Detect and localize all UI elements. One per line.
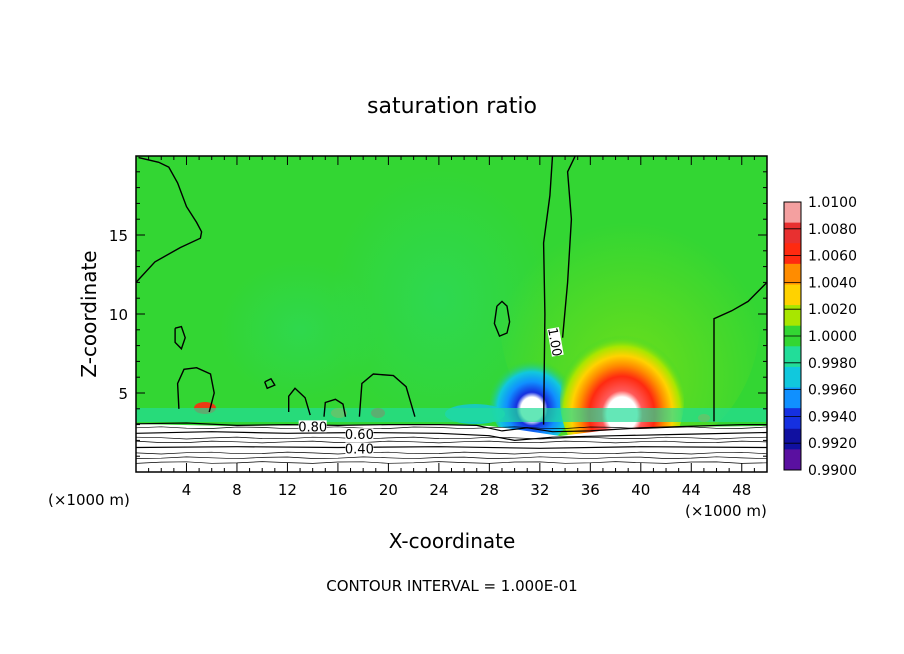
x-axis: 4 8 12 16 20 24 28 32 36 40 44 48 bbox=[148, 156, 755, 499]
contour-line-1-00 bbox=[174, 325, 186, 351]
colorbar-label: 0.9960 bbox=[808, 383, 857, 399]
x-tick-label: 24 bbox=[429, 481, 448, 499]
x-tick-label: 4 bbox=[182, 481, 192, 499]
field-surface-band bbox=[136, 408, 767, 422]
x-tick-label: 44 bbox=[682, 481, 701, 499]
contour-line-1-00 bbox=[288, 387, 311, 416]
contour-label-bg bbox=[547, 327, 564, 357]
x-tick-label: 32 bbox=[530, 481, 549, 499]
contour-line-1-00 bbox=[713, 281, 767, 422]
contour-label: 0.80 bbox=[298, 420, 327, 435]
contour-label-bg bbox=[345, 442, 374, 455]
colorbar-swatch bbox=[784, 284, 801, 306]
colorbar-label: 1.0060 bbox=[808, 249, 857, 265]
colorbar-label: 0.9980 bbox=[808, 356, 857, 372]
colorbar-swatch bbox=[784, 222, 801, 244]
colorbar-swatch bbox=[784, 408, 801, 430]
field-halo bbox=[330, 170, 550, 430]
contour-line-1-00 bbox=[176, 366, 215, 413]
contour-label: 1.00 bbox=[544, 327, 564, 358]
chart-title: saturation ratio bbox=[367, 94, 537, 119]
x-unit-left: (×1000 m) bbox=[48, 491, 130, 509]
plot-area: 1.00 0.80 0.600.40 bbox=[136, 156, 767, 472]
contour-label-bg bbox=[298, 420, 327, 433]
contour-line-1-00 bbox=[561, 156, 576, 338]
colorbar-label: 1.0080 bbox=[808, 222, 857, 238]
contour-line-minor bbox=[136, 440, 767, 444]
contour-line-minor bbox=[136, 456, 767, 460]
contour-line-1-00 bbox=[542, 156, 554, 425]
colorbar-label: 1.0000 bbox=[808, 329, 857, 345]
contour-line-0-40 bbox=[136, 446, 767, 449]
x-tick-label: 40 bbox=[631, 481, 650, 499]
colorbar-swatch bbox=[784, 346, 801, 368]
colorbar-label: 0.9900 bbox=[808, 463, 857, 479]
colorbar-swatch bbox=[784, 428, 801, 450]
contour-line-1-00 bbox=[358, 373, 416, 417]
field-halo bbox=[220, 260, 380, 400]
field-subsaturated-region bbox=[136, 424, 767, 472]
contour-line-1-00 bbox=[323, 398, 347, 417]
y-axis-label: Z-coordinate bbox=[77, 250, 101, 377]
contour-line-minor bbox=[136, 426, 767, 430]
x-tick-label: 8 bbox=[232, 481, 242, 499]
contour-line-0-60 bbox=[136, 431, 767, 442]
contour-interval-note: CONTOUR INTERVAL = 1.000E-01 bbox=[326, 577, 577, 595]
colorbar-label: 1.0040 bbox=[808, 275, 857, 291]
colorbar-swatch bbox=[784, 387, 801, 409]
x-tick-label: 48 bbox=[732, 481, 751, 499]
contour-label: 0.60 bbox=[345, 428, 374, 443]
colorbar-swatch bbox=[784, 449, 801, 471]
colorbar-swatch bbox=[784, 263, 801, 285]
x-tick-label: 16 bbox=[328, 481, 347, 499]
x-tick-label: 20 bbox=[379, 481, 398, 499]
x-axis-label: X-coordinate bbox=[389, 529, 516, 553]
field-cold-anomaly bbox=[490, 355, 574, 445]
contour-line-minor bbox=[136, 461, 767, 464]
y-tick-label: 15 bbox=[109, 227, 128, 245]
contour-line-minor bbox=[136, 436, 767, 440]
x-tick-label: 36 bbox=[581, 481, 600, 499]
contour-line-0-80 bbox=[136, 422, 767, 433]
y-tick-label: 5 bbox=[118, 385, 128, 403]
colorbar-label: 0.9940 bbox=[808, 409, 857, 425]
contour-lines: 1.00 0.80 0.600.40 bbox=[136, 156, 767, 464]
y-tick-label: 10 bbox=[109, 306, 128, 324]
x-tick-label: 12 bbox=[278, 481, 297, 499]
colorbar-label: 1.0100 bbox=[808, 195, 857, 211]
x-tick-label: 28 bbox=[480, 481, 499, 499]
y-axis: 5 10 15 bbox=[109, 171, 767, 457]
contour-line-1-00 bbox=[136, 156, 203, 283]
colorbar: 1.0100 1.0080 1.0060 1.0040 1.0020 1.0000 0.99… bbox=[783, 195, 857, 479]
colorbar-swatch bbox=[784, 243, 801, 265]
contour-label: 0.40 bbox=[345, 442, 374, 457]
x-unit-right: (×1000 m) bbox=[685, 502, 767, 520]
contour-line-1-00 bbox=[264, 377, 276, 390]
contour-line-minor bbox=[136, 451, 767, 455]
colorbar-swatch bbox=[784, 366, 801, 389]
colorbar-swatch bbox=[784, 305, 801, 327]
contour-line-1-00 bbox=[493, 300, 511, 338]
contour-label-bg bbox=[345, 428, 374, 441]
colorbar-label: 0.9920 bbox=[808, 436, 857, 452]
colorbar-label: 1.0020 bbox=[808, 302, 857, 318]
colorbar-swatch bbox=[784, 202, 801, 224]
